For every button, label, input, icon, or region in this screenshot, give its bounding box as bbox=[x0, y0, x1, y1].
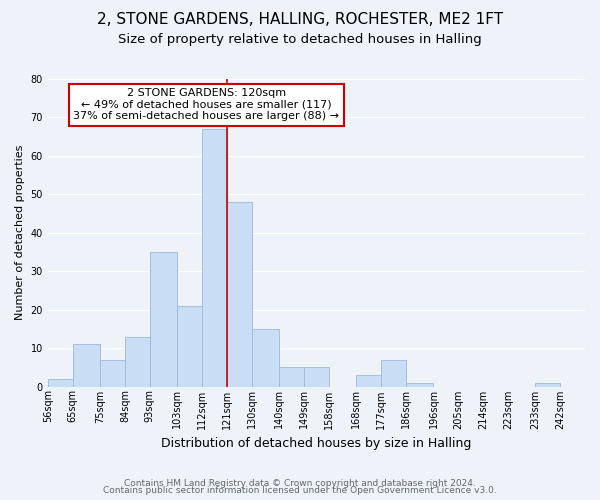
Bar bbox=[150, 252, 177, 386]
Text: Contains public sector information licensed under the Open Government Licence v3: Contains public sector information licen… bbox=[103, 486, 497, 495]
Bar bbox=[48, 379, 73, 386]
Bar bbox=[202, 129, 227, 386]
Bar bbox=[304, 368, 329, 386]
Bar bbox=[73, 344, 100, 387]
Bar bbox=[251, 329, 279, 386]
Bar bbox=[406, 382, 433, 386]
Bar bbox=[535, 382, 560, 386]
Bar bbox=[125, 336, 150, 386]
Bar bbox=[381, 360, 406, 386]
Bar bbox=[227, 202, 251, 386]
Text: 2, STONE GARDENS, HALLING, ROCHESTER, ME2 1FT: 2, STONE GARDENS, HALLING, ROCHESTER, ME… bbox=[97, 12, 503, 28]
Bar bbox=[177, 306, 202, 386]
Bar bbox=[356, 375, 381, 386]
Bar bbox=[100, 360, 125, 386]
Text: Size of property relative to detached houses in Halling: Size of property relative to detached ho… bbox=[118, 32, 482, 46]
Bar bbox=[279, 368, 304, 386]
Y-axis label: Number of detached properties: Number of detached properties bbox=[15, 145, 25, 320]
Text: Contains HM Land Registry data © Crown copyright and database right 2024.: Contains HM Land Registry data © Crown c… bbox=[124, 478, 476, 488]
Text: 2 STONE GARDENS: 120sqm
← 49% of detached houses are smaller (117)
37% of semi-d: 2 STONE GARDENS: 120sqm ← 49% of detache… bbox=[73, 88, 339, 122]
X-axis label: Distribution of detached houses by size in Halling: Distribution of detached houses by size … bbox=[161, 437, 472, 450]
